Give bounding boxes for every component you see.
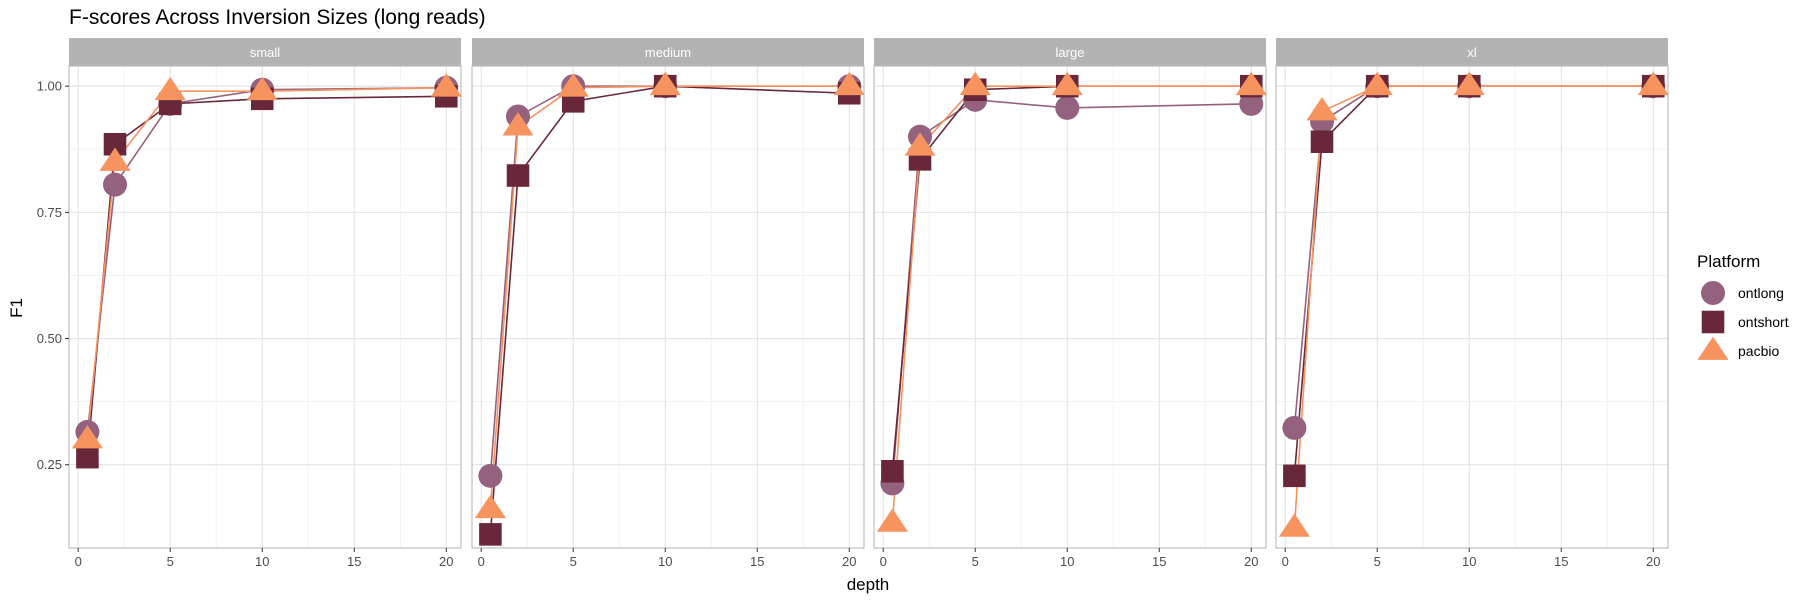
y-axis-title: F1: [7, 298, 26, 318]
x-tick-label: 20: [842, 554, 856, 569]
data-point-pacbio: [557, 73, 589, 97]
chart-title: F-scores Across Inversion Sizes (long re…: [69, 6, 486, 29]
x-tick-label: 10: [658, 554, 672, 569]
x-tick-label: 5: [1374, 554, 1381, 569]
x-tick-label: 0: [880, 554, 887, 569]
data-point-pacbio: [904, 132, 936, 156]
data-point-pacbio: [502, 112, 534, 136]
data-point-ontshort: [103, 132, 127, 156]
x-tick-label: 0: [75, 554, 82, 569]
x-tick-label: 10: [1060, 554, 1074, 569]
data-point-pacbio: [430, 73, 462, 97]
x-tick-label: 20: [439, 554, 453, 569]
x-tick-label: 20: [1244, 554, 1258, 569]
y-tick-label: 0.25: [37, 457, 62, 472]
data-point-pacbio: [154, 76, 186, 101]
facet-strip: [69, 38, 461, 66]
data-point-pacbio: [474, 494, 506, 519]
panel-background: [69, 66, 461, 548]
data-point-pacbio: [1278, 513, 1310, 537]
facet-strip: [874, 38, 1266, 66]
data-point-ontshort: [479, 523, 502, 546]
x-tick-label: 15: [347, 554, 361, 569]
data-point-pacbio: [833, 71, 865, 96]
x-tick-label: 10: [255, 554, 269, 569]
data-point-pacbio: [99, 147, 131, 171]
legend-key-ontshort: [1701, 310, 1725, 334]
y-tick-label: 0.50: [37, 331, 62, 346]
facet-panel-small: small 0 5 10 15 20 0.25 0.50 0.75 1.00: [37, 38, 462, 569]
facet-panel-large: large 0 5 10 15 20: [873, 38, 1267, 569]
data-point-pacbio: [649, 71, 681, 96]
legend-key-ontlong: [1701, 281, 1725, 305]
panel-border: [68, 65, 462, 549]
panel-background: [874, 66, 1266, 548]
legend-key-pacbio: [1697, 336, 1729, 360]
facet-strip-label: xl: [1467, 45, 1477, 60]
data-point-ontshort: [1283, 464, 1306, 488]
data-point-pacbio: [1306, 97, 1338, 121]
x-tick-label: 5: [167, 554, 174, 569]
data-point-ontlong: [1282, 415, 1307, 440]
panel-border: [1275, 65, 1669, 549]
data-point-ontlong: [103, 172, 128, 197]
data-point-ontlong: [1239, 91, 1264, 116]
facet-panels: small 0 5 10 15 20 0.25 0.50 0.75 1.00 medium 0 5 10 1…: [37, 38, 1669, 569]
x-tick-label: 15: [1554, 554, 1568, 569]
panel-background: [1276, 66, 1668, 548]
data-point-pacbio: [876, 508, 908, 532]
legend: Platform ontlong ontshort pacbio: [1697, 252, 1789, 360]
x-axis-title: depth: [847, 575, 890, 594]
y-tick-label: 1.00: [37, 79, 62, 94]
data-point-pacbio: [1051, 71, 1083, 96]
panel-border: [873, 65, 1267, 549]
legend-title: Platform: [1697, 252, 1760, 271]
legend-label-pacbio: pacbio: [1738, 343, 1779, 359]
data-point-pacbio: [1637, 71, 1669, 96]
facet-strip-label: large: [1056, 45, 1085, 60]
facet-strip: [1276, 38, 1668, 66]
data-point-ontshort: [881, 460, 904, 483]
data-point-pacbio: [1361, 71, 1393, 96]
data-point-ontshort: [1310, 130, 1334, 153]
facet-strip-label: small: [250, 45, 280, 60]
panel-background: [472, 66, 864, 548]
facet-panel-xl: xl 0 5 10 15 20: [1275, 38, 1669, 569]
data-point-ontlong: [1055, 95, 1080, 120]
x-tick-label: 0: [1282, 554, 1289, 569]
legend-label-ontshort: ontshort: [1738, 314, 1789, 330]
x-tick-label: 0: [478, 554, 485, 569]
x-tick-label: 5: [972, 554, 979, 569]
facet-panel-medium: medium 0 5 10 15 20: [471, 38, 865, 569]
data-point-pacbio: [1235, 71, 1267, 96]
data-point-pacbio: [71, 425, 103, 449]
data-point-ontshort: [76, 445, 99, 469]
facet-strip-label: medium: [645, 45, 691, 60]
x-tick-label: 15: [1152, 554, 1166, 569]
x-tick-label: 15: [750, 554, 764, 569]
y-tick-label: 0.75: [37, 205, 62, 220]
x-tick-label: 10: [1462, 554, 1476, 569]
x-tick-label: 20: [1646, 554, 1660, 569]
data-point-ontlong: [478, 463, 503, 488]
data-point-pacbio: [1453, 71, 1485, 96]
data-point-ontshort: [506, 164, 530, 187]
facet-strip: [472, 38, 864, 66]
data-point-pacbio: [246, 76, 278, 101]
x-tick-label: 5: [570, 554, 577, 569]
panel-border: [471, 65, 865, 549]
data-point-pacbio: [959, 71, 991, 96]
legend-label-ontlong: ontlong: [1738, 285, 1784, 301]
